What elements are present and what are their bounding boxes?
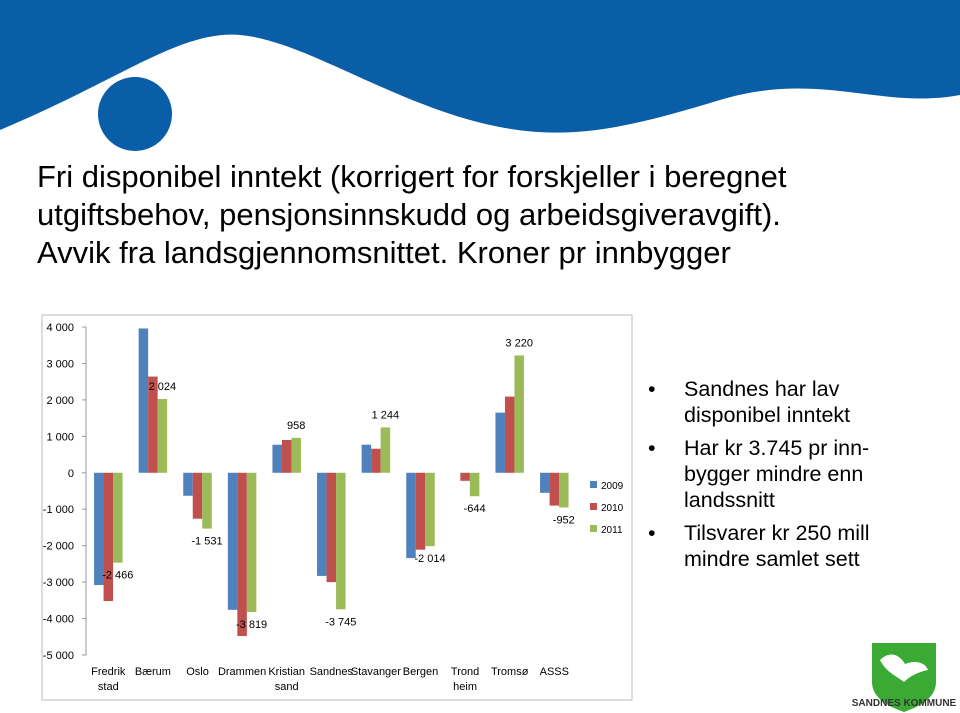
logo-text: SANDNES KOMMUNE [852, 698, 957, 709]
y-tick-label: 0 [68, 468, 74, 480]
legend-label: 2010 [601, 503, 624, 514]
bar [113, 472, 123, 563]
bar [425, 472, 435, 547]
bar [514, 355, 524, 473]
x-tick-label: Sandnes [310, 666, 354, 678]
x-tick-label: Bergen [403, 666, 438, 678]
bar [380, 427, 391, 473]
bar [103, 472, 114, 602]
y-tick-label: 1 000 [46, 431, 74, 443]
x-tick-label: Oslo [186, 666, 209, 678]
legend-label: 2009 [601, 481, 624, 492]
bullet: Tilsvarer kr 250 mill mindre samlet sett [648, 520, 908, 572]
data-label: 1 244 [372, 409, 400, 421]
y-tick-label: -2 000 [43, 541, 74, 553]
x-tick-label: Trond heim [451, 666, 479, 693]
y-tick-label: -1 000 [43, 504, 74, 516]
circle [98, 77, 172, 151]
bar [336, 472, 346, 610]
data-label: -3 819 [236, 619, 267, 631]
bar [237, 472, 247, 637]
x-tick-label: Bærum [135, 666, 171, 678]
bar [192, 472, 203, 519]
bar [495, 412, 505, 473]
bar [317, 472, 327, 576]
x-tick-label: Stavanger [351, 666, 401, 678]
title: Fri disponibel inntekt (korrigert for fo… [37, 158, 786, 272]
data-label: -1 531 [191, 536, 222, 548]
x-tick-label: Fredrik stad [91, 666, 126, 693]
bar [291, 437, 301, 473]
bar [460, 472, 470, 481]
title-line: Fri disponibel inntekt (korrigert for fo… [37, 159, 787, 194]
legend-swatch [590, 503, 597, 510]
bar [540, 472, 550, 493]
y-tick-label: 2 000 [46, 395, 74, 407]
bar [157, 399, 168, 473]
data-label: -952 [553, 514, 575, 526]
data-label: -2 466 [102, 570, 133, 582]
y-tick-label: 4 000 [46, 322, 74, 334]
bar [361, 444, 372, 473]
bar [202, 472, 212, 529]
bar [138, 328, 149, 473]
bar [183, 472, 193, 496]
bar [94, 472, 104, 586]
bar [415, 472, 426, 550]
bar [504, 396, 515, 473]
bar [246, 472, 257, 612]
wave [0, 0, 960, 133]
chart-frame [41, 314, 633, 701]
data-label: 2 024 [149, 381, 177, 393]
bullets: Sandnes har lav disponibel inntekt Har kr… [648, 376, 908, 579]
bullet: Har kr 3.745 pr inn-bygger mindre enn la… [648, 435, 908, 513]
data-label: -644 [464, 503, 486, 515]
bar [272, 444, 282, 473]
y-tick-label: -4 000 [43, 614, 74, 626]
x-tick-label: Drammen [218, 666, 266, 678]
x-tick-label: Tromsø [491, 666, 529, 678]
y-tick-label: -3 000 [43, 577, 74, 589]
data-label: -2 014 [414, 553, 445, 565]
bar [281, 439, 292, 473]
bar [148, 376, 158, 473]
data-label: 3 220 [505, 337, 533, 349]
bullet: Sandnes har lav disponibel inntekt [648, 376, 908, 428]
bar [549, 472, 560, 506]
bar [227, 472, 238, 610]
x-tick-label: ASSS [540, 666, 569, 678]
title-line: utgiftsbehov, pensjonsinnskudd og arbeid… [37, 197, 781, 232]
legend-label: 2011 [601, 525, 623, 536]
title-line: Avvik fra landsgjennomsnittet. Kroner pr… [37, 235, 731, 270]
x-tick-label: Kristian sand [268, 666, 305, 693]
legend-swatch [590, 481, 597, 488]
bar [469, 472, 480, 497]
legend-swatch [590, 525, 597, 532]
logo-anvil [880, 654, 928, 682]
bar [371, 448, 381, 473]
data-label: 958 [287, 420, 305, 432]
y-tick-label: 3 000 [46, 358, 74, 370]
y-tick-label: -5 000 [43, 650, 74, 662]
bar [559, 472, 569, 508]
data-label: -3 745 [325, 616, 356, 628]
bar [406, 472, 416, 559]
bar [326, 472, 337, 583]
